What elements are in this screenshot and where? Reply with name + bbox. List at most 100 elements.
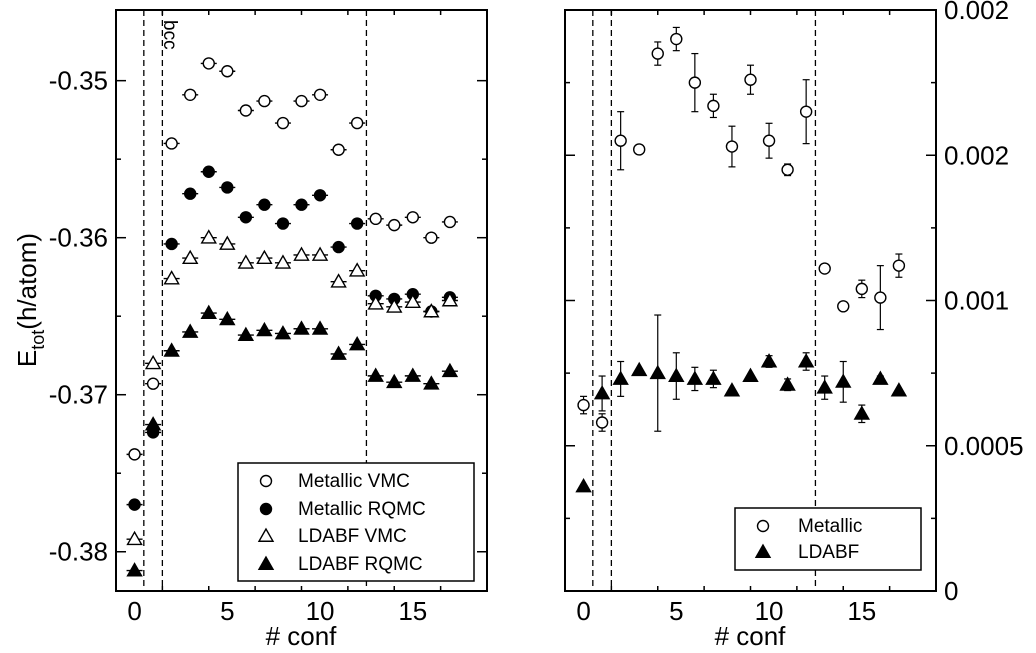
data-point-ldabf-vmc (163, 270, 180, 285)
legend-label-metallic-vmc: Metallic VMC (298, 471, 410, 492)
data-point-ldabf-rqmc (311, 320, 329, 335)
y-label-sub: tot (28, 330, 48, 350)
data-point-ldabf-vmc (274, 254, 292, 269)
left-ytick-label-3: -0.35 (49, 66, 108, 96)
right-xtick-label-3: 15 (847, 596, 876, 626)
data-point-ldabf-rqmc (386, 373, 403, 389)
data-point-metallic (633, 143, 646, 156)
legend-label-ldabf-vmc: LDABF VMC (298, 526, 407, 547)
data-point-metallic-rqmc (276, 217, 290, 230)
data-point-ldabf (593, 385, 611, 400)
data-point-ldabf-vmc (126, 530, 143, 546)
data-point-ldabf-vmc (237, 254, 255, 269)
data-point-ldabf (797, 353, 815, 368)
data-point-metallic (688, 76, 702, 89)
left-xtick-label-3: 15 (398, 596, 427, 626)
data-point-metallic-rqmc (239, 211, 253, 224)
data-point-metallic (577, 398, 590, 412)
legend-label-metallic: Metallic (798, 516, 862, 537)
data-point-ldabf (816, 379, 833, 394)
data-point-metallic-vmc (146, 377, 160, 390)
legend-marker-ldabf (754, 543, 772, 558)
data-point-metallic (762, 134, 776, 147)
series-ldabf-vmc (126, 229, 459, 546)
data-point-metallic-rqmc (183, 187, 197, 200)
data-point-metallic-rqmc (221, 181, 234, 194)
left-xtick-label-1: 5 (220, 596, 234, 626)
data-point-ldabf-vmc (386, 298, 403, 313)
left-y-axis-label: Etot(h/atom) (12, 233, 48, 367)
data-point-ldabf-rqmc (144, 416, 162, 431)
left-ytick-label-2: -0.36 (49, 223, 108, 253)
legend-label-metallic-rqmc: Metallic RQMC (298, 499, 426, 520)
data-point-metallic-vmc (202, 57, 215, 70)
data-point-ldabf-rqmc (423, 375, 440, 390)
data-point-metallic-rqmc (295, 198, 308, 211)
series-metallic (577, 26, 906, 432)
data-point-ldabf (890, 382, 908, 397)
legend-label-ldabf-rqmc: LDABF RQMC (298, 554, 423, 575)
data-point-metallic (651, 47, 664, 60)
bcc-annotation: bcc (159, 20, 180, 50)
data-point-ldabf-rqmc (330, 345, 347, 360)
data-point-ldabf-rqmc (367, 367, 384, 382)
left-legend: Metallic VMC Metallic RQMC LDABF VMC LDA… (237, 462, 475, 582)
data-point-metallic-vmc (313, 88, 327, 101)
data-point-metallic (707, 99, 720, 113)
data-point-ldabf (760, 353, 778, 368)
data-point-metallic-vmc (406, 211, 419, 224)
data-point-ldabf-vmc (404, 293, 422, 309)
data-point-metallic-rqmc (258, 198, 271, 211)
data-point-ldabf-vmc (423, 303, 440, 318)
data-point-ldabf-vmc (330, 273, 347, 288)
data-point-ldabf-rqmc (256, 321, 273, 337)
data-point-ldabf-rqmc (181, 323, 199, 338)
data-point-ldabf (686, 370, 704, 385)
left-legend-box (237, 462, 475, 582)
right-legend-box (734, 507, 922, 571)
right-xtick-label-0: 0 (576, 596, 590, 626)
data-point-metallic (799, 105, 813, 118)
data-point-metallic-vmc (221, 65, 234, 78)
svg-text:Etot(h/atom): Etot(h/atom) (12, 233, 48, 367)
data-point-metallic-vmc (128, 448, 141, 461)
series-ldabf (575, 314, 908, 493)
data-point-ldabf (668, 367, 685, 382)
data-point-ldabf (649, 364, 666, 380)
data-point-metallic-vmc (350, 116, 364, 130)
data-point-ldabf-vmc (256, 249, 273, 265)
data-point-metallic-vmc (369, 212, 382, 226)
data-point-ldabf-rqmc (200, 304, 217, 320)
series-metallic-vmc (126, 57, 458, 461)
data-point-ldabf (853, 405, 871, 420)
data-point-ldabf-vmc (348, 262, 366, 277)
data-point-ldabf-rqmc (163, 342, 180, 357)
data-point-metallic-vmc (295, 94, 308, 108)
data-point-metallic-vmc (183, 88, 197, 101)
data-point-metallic-vmc (258, 94, 271, 108)
y-label-unit: (h/atom) (12, 233, 42, 330)
left-xtick-label-2: 10 (306, 596, 335, 626)
data-point-metallic (855, 282, 868, 296)
data-point-metallic-rqmc (128, 498, 141, 511)
data-point-ldabf-vmc (200, 229, 217, 244)
data-point-ldabf (779, 376, 796, 391)
legend-marker-ldabf-vmc (257, 527, 275, 542)
right-xtick-label-2: 10 (755, 596, 784, 626)
data-point-metallic (670, 32, 683, 46)
data-point-metallic (892, 259, 906, 272)
data-point-ldabf (872, 370, 889, 385)
right-xtick-label-1: 5 (669, 596, 683, 626)
data-point-metallic (725, 140, 739, 153)
data-point-metallic-vmc (332, 143, 345, 156)
left-ytick-label-1: -0.37 (49, 380, 108, 410)
data-point-ldabf (575, 478, 592, 493)
data-point-metallic-vmc (165, 137, 178, 150)
data-point-metallic-vmc (425, 231, 438, 244)
data-point-metallic-rqmc (202, 165, 215, 178)
series-ldabf-rqmc (126, 304, 459, 577)
data-point-ldabf (723, 382, 741, 397)
data-point-ldabf-rqmc (237, 326, 255, 341)
data-point-ldabf-rqmc (293, 320, 310, 335)
